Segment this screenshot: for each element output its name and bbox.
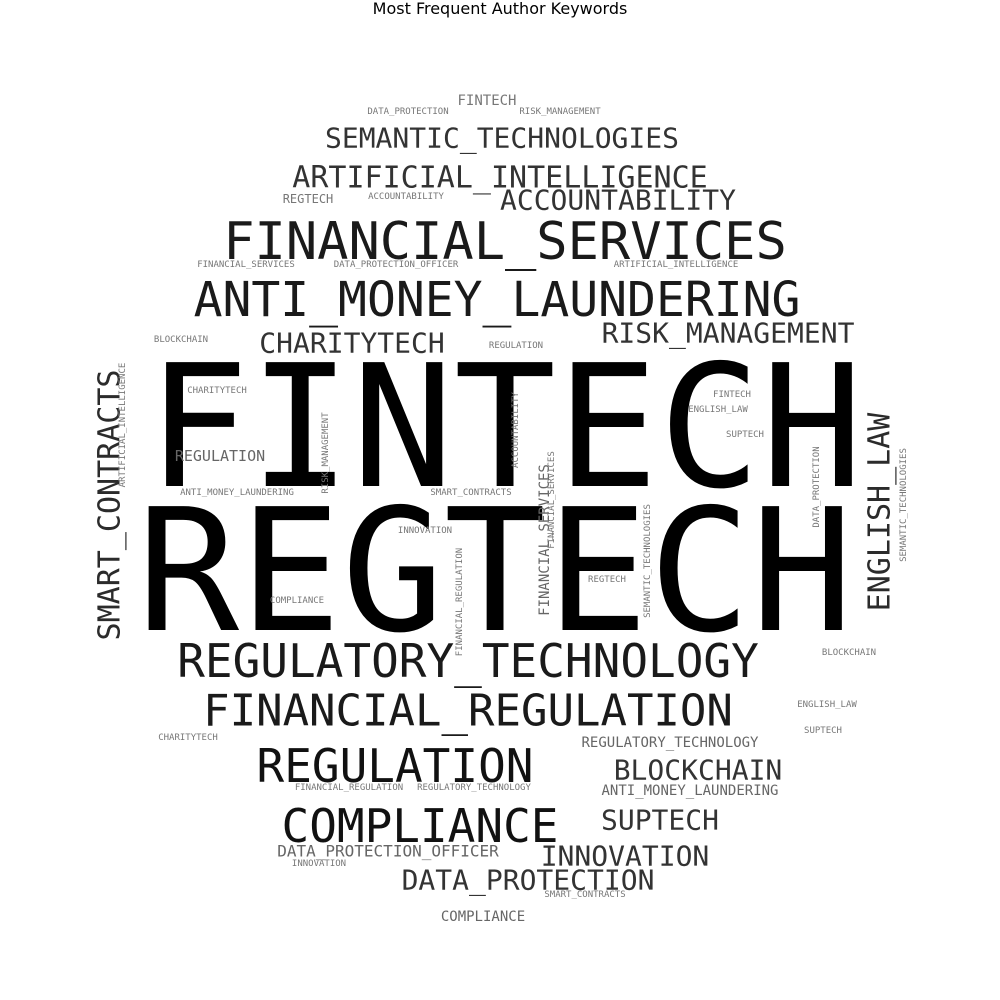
word-smart-contracts: SMART_CONTRACTS	[93, 370, 128, 641]
word-accountability: ACCOUNTABILITY	[500, 184, 736, 217]
word-financial-services: FINANCIAL_SERVICES	[197, 260, 295, 270]
word-anti-money-laundering: ANTI_MONEY_LAUNDERING	[601, 783, 778, 799]
word-fintech: FINTECH	[713, 390, 751, 400]
word-charitytech: CHARITYTECH	[187, 386, 247, 396]
word-regtech: REGTECH	[588, 575, 626, 585]
word-anti-money-laundering: ANTI_MONEY_LAUNDERING	[194, 272, 801, 328]
word-english-law: ENGLISH_LAW	[797, 700, 857, 710]
word-risk-management: RISK_MANAGEMENT	[519, 107, 601, 117]
word-blockchain: BLOCKCHAIN	[614, 754, 783, 787]
word-financial-services: FINANCIAL_SERVICES	[223, 212, 787, 272]
word-semantic-technologies: SEMANTIC_TECHNOLOGIES	[325, 122, 679, 156]
word-compliance: COMPLIANCE	[270, 596, 324, 606]
word-blockchain: BLOCKCHAIN	[154, 335, 208, 345]
word-data-protection: DATA_PROTECTION	[402, 864, 655, 898]
word-smart-contracts: SMART_CONTRACTS	[430, 488, 511, 498]
word-risk-management: RISK_MANAGEMENT	[602, 317, 855, 351]
word-accountability: ACCOUNTABILITY	[511, 391, 521, 467]
word-financial-regulation: FINANCIAL_REGULATION	[203, 686, 733, 737]
word-compliance: COMPLIANCE	[282, 799, 559, 853]
word-fintech: FINTECH	[147, 329, 863, 527]
word-regtech: REGTECH	[283, 192, 334, 206]
word-innovation: INNOVATION	[541, 840, 710, 873]
word-artificial-intelligence: ARTIFICIAL_INTELLIGENCE	[292, 161, 707, 196]
word-risk-management: RISK_MANAGEMENT	[321, 412, 331, 494]
word-data-protection-officer: DATA_PROTECTION_OFFICER	[277, 842, 499, 861]
word-financial-services: FINANCIAL_SERVICES	[547, 451, 557, 549]
word-artificial-intelligence: ARTIFICIAL_INTELLIGENCE	[118, 363, 128, 488]
word-regtech: REGTECH	[137, 473, 853, 671]
word-english-law: ENGLISH_LAW	[688, 405, 748, 415]
word-financial-services: FINANCIAL_SERVICES	[537, 464, 553, 616]
word-financial-regulation: FINANCIAL_REGULATION	[455, 548, 465, 656]
word-charitytech: CHARITYTECH	[259, 327, 444, 360]
word-suptech: SUPTECH	[601, 804, 719, 837]
word-semantic-technologies: SEMANTIC_TECHNOLOGIES	[899, 448, 909, 562]
word-artificial-intelligence: ARTIFICIAL_INTELLIGENCE	[614, 260, 739, 270]
word-regulatory-technology: REGULATORY_TECHNOLOGY	[417, 783, 531, 793]
word-regulation: REGULATION	[489, 341, 543, 351]
word-blockchain: BLOCKCHAIN	[822, 648, 876, 658]
word-fintech: FINTECH	[457, 93, 516, 109]
word-regulatory-technology: REGULATORY_TECHNOLOGY	[177, 634, 759, 688]
word-compliance: COMPLIANCE	[441, 909, 525, 925]
word-regulation: REGULATION	[175, 447, 265, 465]
word-accountability: ACCOUNTABILITY	[368, 192, 444, 202]
chart-title: Most Frequent Author Keywords	[372, 0, 628, 18]
word-smart-contracts: SMART_CONTRACTS	[544, 890, 625, 900]
word-anti-money-laundering: ANTI_MONEY_LAUNDERING	[180, 488, 294, 498]
word-data-protection-officer: DATA_PROTECTION_OFFICER	[334, 260, 459, 270]
word-data-protection: DATA_PROTECTION	[812, 446, 822, 527]
word-semantic-technologies: SEMANTIC_TECHNOLOGIES	[643, 504, 653, 618]
word-regulation: REGULATION	[257, 739, 534, 793]
word-financial-regulation: FINANCIAL_REGULATION	[295, 783, 403, 793]
word-innovation: INNOVATION	[292, 859, 346, 869]
word-suptech: SUPTECH	[726, 430, 764, 440]
word-data-protection: DATA_PROTECTION	[367, 107, 448, 117]
word-regulatory-technology: REGULATORY_TECHNOLOGY	[581, 735, 759, 751]
word-english-law: ENGLISH_LAW	[863, 412, 898, 612]
word-innovation: INNOVATION	[398, 526, 452, 536]
word-suptech: SUPTECH	[804, 726, 842, 736]
word-charitytech: CHARITYTECH	[158, 733, 218, 743]
